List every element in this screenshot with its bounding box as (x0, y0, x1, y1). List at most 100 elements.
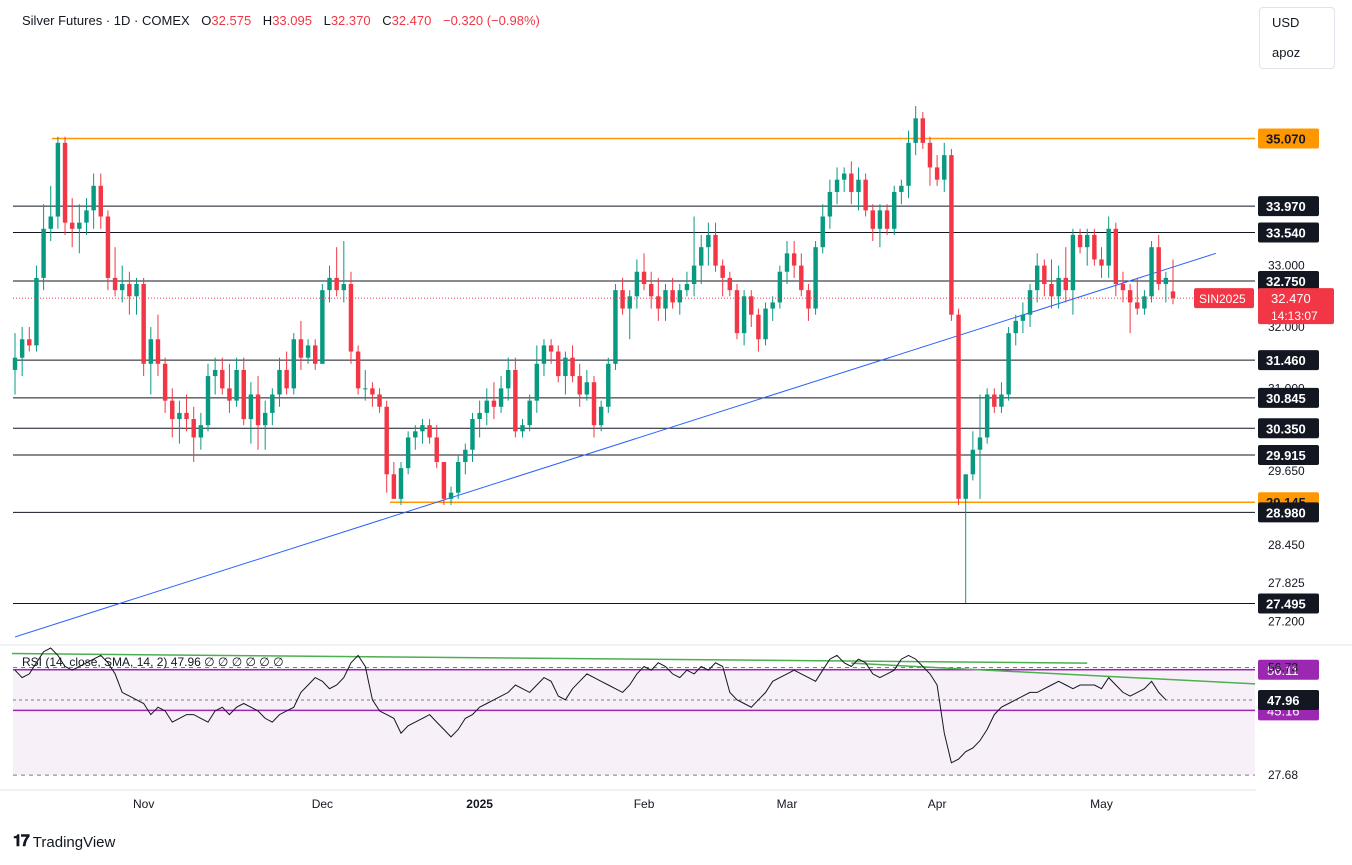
candle-body (977, 437, 983, 450)
candle-body (534, 363, 540, 401)
candle-body (820, 216, 825, 248)
candle-body (598, 406, 604, 426)
candle-body (799, 265, 804, 291)
candle-body (120, 284, 125, 291)
candle-body (448, 492, 454, 499)
candle-body (620, 290, 625, 309)
candle-body (656, 296, 661, 309)
candle-body (170, 400, 175, 420)
candle-body (877, 210, 883, 229)
candle-body (270, 394, 275, 413)
candle-body (777, 271, 783, 303)
candle-body (227, 388, 232, 401)
candle-body (1120, 284, 1126, 291)
candle-body (942, 155, 947, 180)
candle-body (863, 179, 868, 211)
candle-body (155, 339, 161, 364)
level-price-label: 31.460 (1266, 353, 1306, 368)
rsi-background-band (13, 667, 1255, 776)
candle-body (992, 394, 997, 407)
currency-panel[interactable]: USD apoz (1259, 7, 1335, 69)
rsi-legend: RSI (14, close, SMA, 14, 2) 47.96 ∅ ∅ ∅ … (22, 655, 284, 669)
rsi-line (14, 647, 1167, 764)
candle-body (105, 216, 111, 278)
candle-body (970, 449, 976, 475)
candle-body (1099, 259, 1104, 266)
candle-body (749, 296, 754, 315)
candle-body (177, 412, 182, 420)
candle-body (1020, 314, 1026, 321)
candle-body (720, 265, 725, 278)
rsi-params: 14, close, SMA, 14, 2 (49, 655, 164, 669)
level-price-tag (1258, 196, 1319, 217)
candle-body (27, 339, 32, 346)
candle-body (363, 388, 368, 390)
candle-body (1027, 290, 1033, 315)
candle-body (949, 155, 954, 315)
time-axis-label: 2025 (466, 797, 493, 811)
level-price-label: 33.540 (1266, 225, 1306, 240)
candle-body (1042, 265, 1047, 285)
time-axis-label: Apr (928, 797, 947, 811)
candle-body (112, 277, 118, 291)
candle-body (834, 179, 840, 192)
candle-body (999, 394, 1004, 407)
candle-body (77, 222, 82, 229)
candle-body (899, 185, 904, 192)
candle-body (291, 339, 296, 389)
legend-open: 32.575 (211, 13, 252, 28)
candle-body (663, 290, 668, 309)
candle-body (763, 308, 768, 340)
candle-body (141, 284, 146, 364)
rsi-current-label: 47.96 (1267, 693, 1300, 708)
level-price-tag (1258, 222, 1319, 243)
candle-body (55, 142, 61, 217)
candle-body (849, 173, 854, 192)
candle-body (191, 419, 196, 438)
candle-body (134, 284, 139, 297)
rsi-name: RSI (22, 655, 43, 669)
legend-close: 32.470 (391, 13, 432, 28)
level-price-label: 27.495 (1266, 596, 1306, 611)
currency-label[interactable]: USD (1272, 15, 1300, 30)
candle-body (34, 277, 39, 346)
candle-body (606, 363, 611, 407)
scale-mode-label[interactable]: apoz (1272, 45, 1301, 60)
candle-body (69, 222, 75, 229)
tradingview-logo[interactable]: 𝟏𝟕 TradingView (13, 833, 115, 851)
level-price-tag (1258, 270, 1319, 291)
candle-body (1063, 277, 1068, 291)
level-price-label: 30.845 (1266, 391, 1306, 406)
candle-body (305, 345, 311, 358)
level-price-label: 28.980 (1266, 505, 1306, 520)
level-price-tag (1258, 418, 1319, 439)
rsi-extras: ∅ ∅ ∅ ∅ ∅ ∅ (204, 655, 284, 669)
candle-body (334, 277, 339, 291)
candle-body (684, 284, 690, 291)
candle-body (220, 369, 225, 389)
rsi-level-label: 56.11 (1267, 663, 1299, 678)
candle-body (770, 302, 775, 309)
candle-body (62, 142, 68, 223)
rsi-trendline (851, 662, 1256, 685)
candle-body (920, 118, 926, 143)
candle-body (484, 400, 489, 413)
price-axis-label: 29.650 (1268, 464, 1305, 478)
candle-body (48, 216, 53, 229)
legend-open-label: O (201, 13, 212, 28)
candle-body (1135, 302, 1140, 309)
candle-body (1085, 234, 1090, 248)
candle-body (434, 437, 439, 463)
candle-body (1156, 247, 1161, 285)
candle-body (1049, 284, 1054, 297)
candle-body (827, 191, 833, 217)
level-price-tag (1258, 444, 1319, 465)
rsi-level-tag (1258, 659, 1319, 680)
legend-high: 33.095 (272, 13, 312, 28)
candle-body (313, 345, 318, 364)
candle-body (427, 425, 432, 438)
legend-change: −0.320 (−0.98%) (442, 13, 540, 28)
candle-body (198, 425, 204, 438)
level-price-tag (1258, 387, 1319, 408)
